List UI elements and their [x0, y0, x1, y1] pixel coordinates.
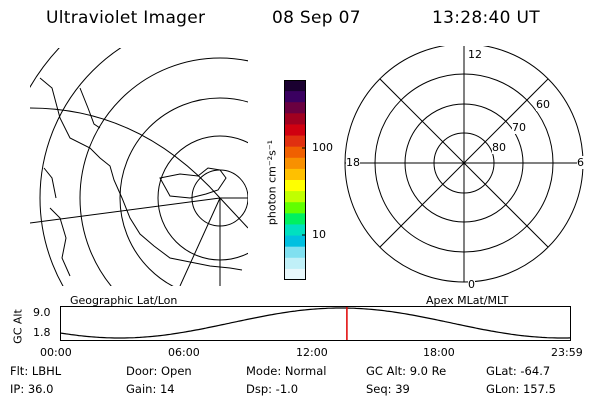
colorbar-stripe [284, 180, 306, 192]
geographic-label: Geographic Lat/Lon [70, 294, 178, 307]
colorbar-stripe [284, 80, 306, 92]
mlat-label-60: 60 [536, 98, 550, 111]
info-gain: Gain: 14 [126, 382, 175, 396]
observation-time: 13:28:40 UT [432, 8, 540, 28]
colorbar-stripe [284, 146, 306, 159]
timeline-ytick-max: 9.0 [33, 306, 51, 319]
info-door: Door: Open [126, 364, 192, 378]
info-mode: Mode: Normal [246, 364, 327, 378]
observation-date: 08 Sep 07 [272, 8, 361, 28]
colorbar-stripe [284, 202, 306, 214]
colorbar-stripe [284, 124, 306, 137]
colorbar-stripe [284, 191, 306, 203]
timeline-xtick-1200: 12:00 [296, 346, 328, 359]
info-seq: Seq: 39 [366, 382, 410, 396]
mlt-label-18: 18 [346, 156, 360, 169]
timeline-xtick-1800: 18:00 [423, 346, 455, 359]
timeline-xtick-0600: 06:00 [168, 346, 200, 359]
info-glat: GLat: -64.7 [486, 364, 551, 378]
apex-polar-plot [344, 46, 584, 283]
colorbar-stripe [284, 91, 306, 103]
colorbar-stripe [284, 235, 306, 248]
info-gc-alt: GC Alt: 9.0 Re [366, 364, 447, 378]
colorbar-stripe [284, 224, 306, 237]
colorbar-stripe [284, 268, 306, 280]
info-glon: GLon: 157.5 [486, 382, 556, 396]
geographic-map [30, 48, 248, 286]
colorbar-stripe [284, 157, 306, 170]
timeline-plot [60, 306, 571, 341]
apex-label: Apex MLat/MLT [426, 294, 509, 307]
colorbar-stripe [284, 135, 306, 148]
colorbar [284, 80, 306, 280]
info-dsp: Dsp: -1.0 [246, 382, 299, 396]
mlat-label-70: 70 [512, 121, 526, 134]
timeline-xtick-0000: 00:00 [40, 346, 72, 359]
colorbar-stripe [284, 168, 306, 181]
info-ip: IP: 36.0 [10, 382, 54, 396]
mlat-label-80: 80 [492, 141, 506, 154]
instrument-title: Ultraviolet Imager [46, 8, 206, 28]
colorbar-stripe [284, 257, 306, 270]
mlt-label-12: 12 [468, 48, 482, 61]
mlt-label-6: 6 [577, 156, 584, 169]
colorbar-stripe [284, 113, 306, 125]
timeline-xtick-2359: 23:59 [551, 346, 583, 359]
colorbar-stripe [284, 102, 306, 114]
timeline-ylabel: GC Alt [11, 309, 25, 344]
colorbar-stripe [284, 213, 306, 225]
mlt-label-0: 0 [468, 278, 475, 291]
colorbar-tick-10: 10 [312, 228, 326, 241]
timeline-ytick-min: 1.8 [33, 326, 51, 339]
colorbar-unit-label: photon cm⁻²s⁻¹ [265, 139, 279, 226]
info-filter: Flt: LBHL [10, 364, 62, 378]
colorbar-stripe [284, 246, 306, 259]
colorbar-tick-100: 100 [312, 141, 333, 154]
